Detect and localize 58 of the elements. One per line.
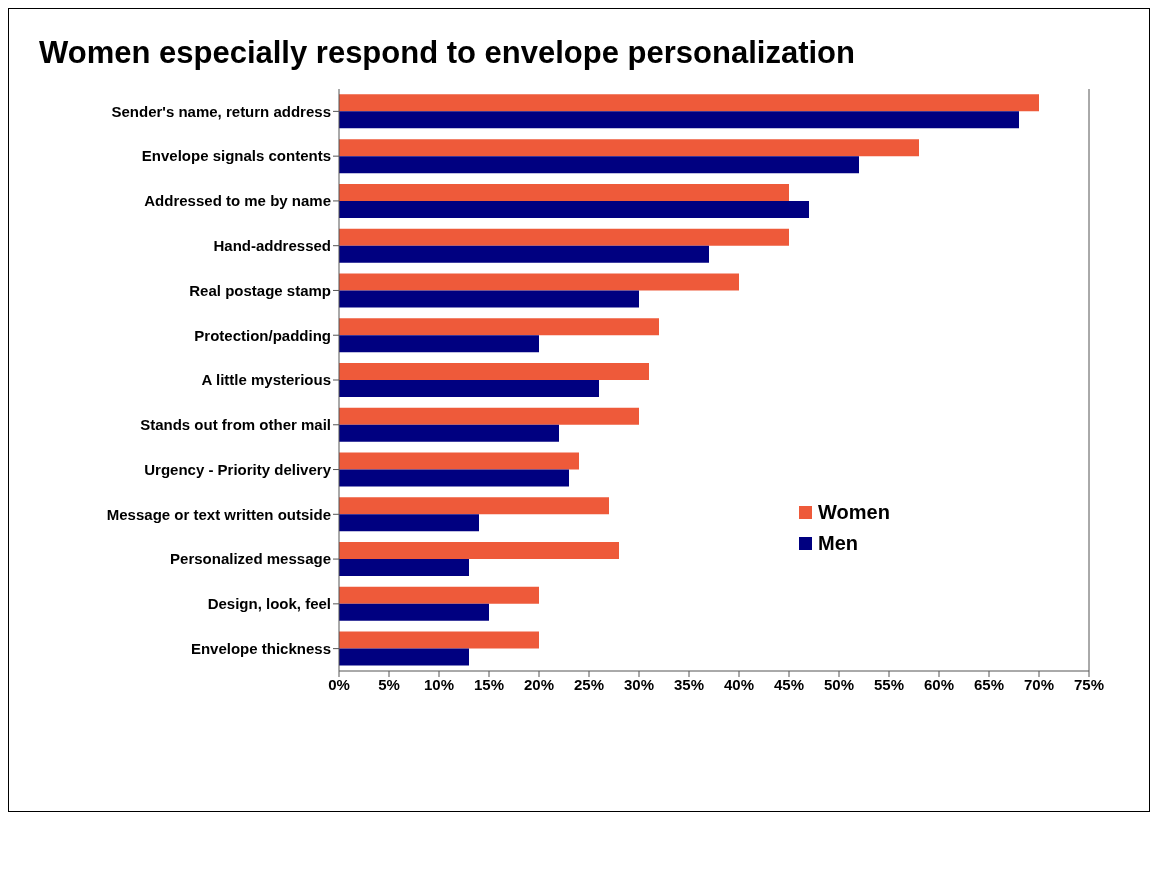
y-tick-label: Design, look, feel	[207, 595, 331, 613]
bar	[339, 290, 639, 308]
x-tick-label: 0%	[328, 675, 350, 693]
x-tick-label: 65%	[973, 675, 1005, 693]
bar	[339, 200, 809, 218]
bar	[339, 335, 539, 353]
legend-label: Women	[818, 501, 890, 524]
bar	[339, 139, 919, 157]
x-tick-label: 50%	[823, 675, 855, 693]
y-tick-label: Stands out from other mail	[140, 416, 331, 434]
bar	[339, 94, 1039, 112]
x-tick-label: 40%	[723, 675, 755, 693]
bar	[339, 183, 789, 201]
y-tick-label: Addressed to me by name	[144, 192, 331, 210]
bar	[339, 542, 619, 560]
bar	[339, 379, 599, 397]
x-tick-label: 70%	[1023, 675, 1055, 693]
x-tick-label: 75%	[1073, 675, 1105, 693]
x-tick-label: 25%	[573, 675, 605, 693]
bar	[339, 514, 479, 532]
legend-label: Men	[818, 532, 858, 555]
y-tick-label: Protection/padding	[194, 326, 331, 344]
bar	[339, 497, 609, 515]
y-tick-label: Envelope thickness	[190, 639, 331, 657]
bar	[339, 362, 649, 380]
bar	[339, 424, 559, 442]
x-tick-label: 45%	[773, 675, 805, 693]
bar	[339, 156, 859, 174]
x-tick-label: 30%	[623, 675, 655, 693]
bar	[339, 273, 739, 291]
x-tick-label: 10%	[423, 675, 455, 693]
bar	[339, 603, 489, 621]
bar	[339, 648, 469, 666]
bar	[339, 245, 709, 263]
y-tick-label: Personalized message	[170, 550, 331, 568]
x-tick-label: 5%	[378, 675, 400, 693]
bar	[339, 469, 569, 487]
y-tick-label: Message or text written outside	[106, 505, 331, 523]
bar	[339, 452, 579, 470]
chart-title: Women especially respond to envelope personalization	[38, 34, 856, 72]
y-tick-label: Hand-addressed	[213, 237, 331, 255]
bar	[339, 559, 469, 577]
bar	[339, 318, 659, 336]
y-tick-label: A little mysterious	[201, 371, 331, 389]
bar	[339, 586, 539, 604]
bar	[339, 407, 639, 425]
x-tick-label: 55%	[873, 675, 905, 693]
bar	[339, 111, 1019, 129]
bar	[339, 631, 539, 649]
y-tick-label: Sender's name, return address	[111, 102, 331, 120]
x-tick-label: 15%	[473, 675, 505, 693]
y-tick-label: Envelope signals contents	[141, 147, 331, 165]
bar	[339, 228, 789, 246]
y-tick-label: Urgency - Priority delivery	[144, 460, 332, 478]
y-tick-label: Real postage stamp	[189, 281, 331, 299]
x-tick-label: 20%	[523, 675, 555, 693]
x-tick-label: 60%	[923, 675, 955, 693]
x-tick-label: 35%	[673, 675, 705, 693]
